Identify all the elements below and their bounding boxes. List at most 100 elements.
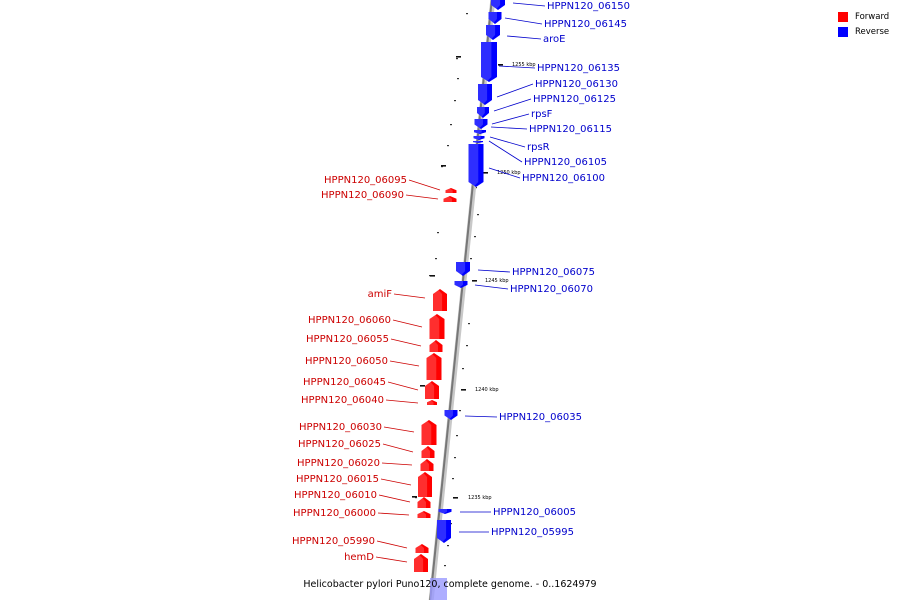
gene-arrow[interactable] <box>491 0 505 10</box>
gene-hppn120-06010[interactable] <box>417 497 431 508</box>
gene-hppn120-06005[interactable] <box>438 509 452 514</box>
gene-arrow[interactable] <box>488 12 502 24</box>
gene-hppn120-06105[interactable] <box>473 141 483 143</box>
gene-label-leader <box>498 65 536 69</box>
gene-label[interactable]: HPPN120_06000 <box>293 508 376 519</box>
gene-rpsf[interactable] <box>474 119 488 129</box>
gene-arrow[interactable] <box>421 420 437 445</box>
gene-arrow[interactable] <box>473 136 485 140</box>
gene-arrow[interactable] <box>474 119 488 129</box>
gene-arrow[interactable] <box>427 400 437 405</box>
gene-hppn120-06095[interactable] <box>445 188 457 193</box>
gene-label-leader <box>382 443 414 453</box>
gene-label[interactable]: HPPN120_06040 <box>301 395 384 406</box>
gene-arrow[interactable] <box>468 144 484 187</box>
gene-hppn120-06070[interactable] <box>454 281 468 288</box>
gene-label[interactable]: rpsR <box>527 142 550 153</box>
gene-arrow[interactable] <box>433 289 447 311</box>
gene-label[interactable]: HPPN120_06125 <box>533 94 616 105</box>
gene-arrow[interactable] <box>486 25 500 40</box>
gene-label[interactable]: HPPN120_06150 <box>547 1 630 12</box>
gene-arrow[interactable] <box>418 472 432 497</box>
gene-arrow[interactable] <box>417 497 431 508</box>
gene-label[interactable]: HPPN120_06030 <box>299 422 382 433</box>
gene-label[interactable]: HPPN120_06015 <box>296 474 379 485</box>
gene-label[interactable]: HPPN120_05990 <box>292 536 375 547</box>
gene-arrow[interactable] <box>437 520 451 543</box>
gene-hppn120-06035[interactable] <box>444 410 458 420</box>
gene-label[interactable]: HPPN120_05995 <box>491 527 574 538</box>
gene-label[interactable]: HPPN120_06050 <box>305 356 388 367</box>
gene-hppn120-06025[interactable] <box>421 446 435 458</box>
gene-label[interactable]: HPPN120_06060 <box>308 315 391 326</box>
gene-arrow[interactable] <box>429 314 445 339</box>
gene-arrow[interactable] <box>417 511 431 518</box>
gene-arrow[interactable] <box>443 196 457 202</box>
gene-hppn120-06055[interactable] <box>429 340 443 352</box>
gene-arrow[interactable] <box>454 281 468 288</box>
gene-label[interactable]: HPPN120_06075 <box>512 267 595 278</box>
gene-amif[interactable] <box>433 289 447 311</box>
gene-arrow[interactable] <box>456 262 470 276</box>
gene-arrow[interactable] <box>473 141 483 143</box>
gene-arrow[interactable] <box>420 459 434 471</box>
gene-label-leader <box>389 360 420 367</box>
gene-label[interactable]: HPPN120_06045 <box>303 377 386 388</box>
gene-arrow[interactable] <box>481 42 497 82</box>
gene-hppn120-06075[interactable] <box>456 262 470 276</box>
gene-hppn120-06150[interactable] <box>491 0 505 10</box>
gene-arrow[interactable] <box>478 84 492 105</box>
gene-label[interactable]: HPPN120_06145 <box>544 19 627 30</box>
gene-label[interactable]: HPPN120_06115 <box>529 124 612 135</box>
gene-label[interactable]: HPPN120_06025 <box>298 439 381 450</box>
gene-highlight <box>443 196 452 202</box>
gene-label[interactable]: HPPN120_06020 <box>297 458 380 469</box>
gene-hppn120-06125[interactable] <box>477 107 489 118</box>
gene-arrow[interactable] <box>414 554 428 572</box>
gene-hppn120-06050[interactable] <box>426 353 442 380</box>
gene-label[interactable]: amiF <box>368 289 393 300</box>
gene-label[interactable]: HPPN120_06055 <box>306 334 389 345</box>
gene-label[interactable]: HPPN120_06095 <box>324 175 407 186</box>
gene-label[interactable]: aroE <box>543 34 565 45</box>
gene-label[interactable]: HPPN120_06005 <box>493 507 576 518</box>
gene-label[interactable]: HPPN120_06090 <box>321 190 404 201</box>
gene-label[interactable]: HPPN120_06135 <box>537 63 620 74</box>
gene-hppn120-06145[interactable] <box>488 12 502 24</box>
gene-hppn120-06130[interactable] <box>478 84 492 105</box>
gene-arrow[interactable] <box>421 446 435 458</box>
gene-hppn120-06060[interactable] <box>429 314 445 339</box>
gene-label[interactable]: HPPN120_06130 <box>535 79 618 90</box>
gene-hppn120-06045[interactable] <box>425 381 439 399</box>
gene-label[interactable]: rpsF <box>531 109 553 120</box>
gene-label[interactable]: HPPN120_06010 <box>294 490 377 501</box>
gene-arrow[interactable] <box>444 410 458 420</box>
gene-hppn120-06015[interactable] <box>418 472 432 497</box>
gene-label[interactable]: HPPN120_06070 <box>510 284 593 295</box>
gene-label[interactable]: HPPN120_06035 <box>499 412 582 423</box>
gene-hppn120-06020[interactable] <box>420 459 434 471</box>
gene-hppn120-06030[interactable] <box>421 420 437 445</box>
gene-hppn120-06135[interactable] <box>481 42 497 82</box>
gene-arrow[interactable] <box>477 107 489 118</box>
gene-arrow[interactable] <box>445 188 457 193</box>
gene-hppn120-06090[interactable] <box>443 196 457 202</box>
gene-label[interactable]: HPPN120_06105 <box>524 157 607 168</box>
gene-aroe[interactable] <box>486 25 500 40</box>
gene-hppn120-05990[interactable] <box>415 544 429 553</box>
gene-arrow[interactable] <box>425 381 439 399</box>
gene-hppn120-06000[interactable] <box>417 511 431 518</box>
gene-arrow[interactable] <box>429 340 443 352</box>
gene-rpsr[interactable] <box>473 136 485 140</box>
gene-arrow[interactable] <box>415 544 429 553</box>
gene-arrow[interactable] <box>426 353 442 380</box>
gene-hppn120-06040[interactable] <box>427 400 437 405</box>
gene-label[interactable]: HPPN120_06100 <box>522 173 605 184</box>
gene-hppn120-05995[interactable] <box>437 520 451 543</box>
gene-hemd[interactable] <box>414 554 428 572</box>
gene-hppn120-06115[interactable] <box>474 130 486 134</box>
gene-hppn120-06100[interactable] <box>468 144 484 187</box>
gene-arrow[interactable] <box>474 130 486 134</box>
gene-arrow[interactable] <box>438 509 452 514</box>
gene-label[interactable]: hemD <box>344 552 374 563</box>
